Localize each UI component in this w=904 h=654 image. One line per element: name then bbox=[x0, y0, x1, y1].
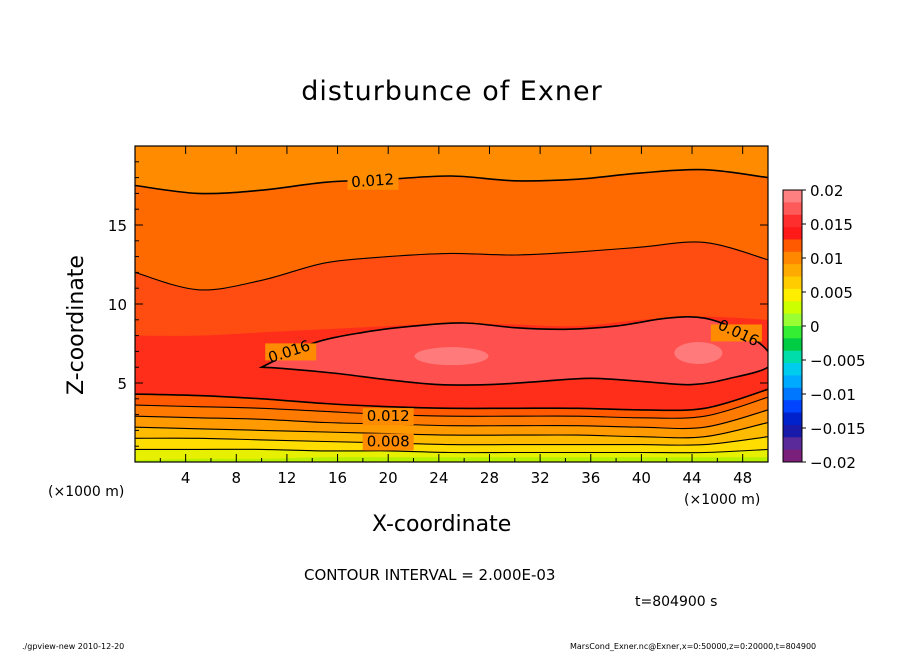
lower-band-fill-0 bbox=[135, 457, 768, 462]
x-unit-label-right: (×1000 m) bbox=[684, 492, 761, 508]
x-tick-label-24: 24 bbox=[429, 469, 448, 487]
contour-label-0008: 0.008 bbox=[367, 432, 410, 450]
max-region-right bbox=[674, 341, 723, 364]
x-tick-label-48: 48 bbox=[733, 469, 752, 487]
colorbar-label-4: 0 bbox=[810, 318, 820, 336]
contour-line-lower-1 bbox=[135, 448, 768, 454]
footer-left-text: ./gpview-new 2010-12-20 bbox=[22, 642, 125, 651]
chart-title: disturbunce of Exner bbox=[301, 76, 603, 107]
contour-line-lower-6 bbox=[135, 388, 768, 412]
contour-line-0014 bbox=[135, 241, 768, 291]
contour-label-0012-top: 0.012 bbox=[351, 170, 395, 191]
contour-line-lower-2 bbox=[135, 436, 768, 446]
colorbar-cell-8 bbox=[783, 288, 802, 302]
x-tick-label-32: 32 bbox=[531, 469, 550, 487]
contour-line-0012-upper bbox=[135, 168, 768, 195]
x-tick-label-8: 8 bbox=[232, 469, 242, 487]
colorbar-cell-10 bbox=[783, 313, 802, 327]
colorbar-label-8: −0.02 bbox=[810, 454, 856, 472]
colorbar-label-2: 0.01 bbox=[810, 250, 843, 268]
x-tick-label-16: 16 bbox=[328, 469, 347, 487]
colorbar-cell-15 bbox=[783, 375, 802, 389]
x-tick-label-40: 40 bbox=[632, 469, 651, 487]
colorbar-label-6: −0.01 bbox=[810, 386, 856, 404]
colorbar-cell-3 bbox=[783, 227, 802, 240]
colorbar-cell-12 bbox=[783, 338, 802, 352]
colorbar-cell-9 bbox=[783, 301, 802, 315]
x-unit-label-left: (×1000 m) bbox=[48, 484, 125, 500]
x-tick-label-4: 4 bbox=[181, 469, 191, 487]
max-region-left bbox=[414, 347, 489, 366]
colorbar-cell-19 bbox=[783, 424, 802, 438]
y-tick-label-10: 10 bbox=[108, 296, 127, 314]
y-tick-label-15: 15 bbox=[108, 217, 127, 235]
colorbar-cell-14 bbox=[783, 363, 802, 376]
contour-0016-core bbox=[258, 316, 768, 386]
colorbar-label-0: 0.02 bbox=[810, 182, 843, 200]
x-tick-label-12: 12 bbox=[277, 469, 296, 487]
x-axis-label: X-coordinate bbox=[372, 512, 512, 537]
time-stamp: t=804900 s bbox=[635, 594, 718, 610]
x-tick-label-44: 44 bbox=[682, 469, 701, 487]
colorbar-cell-20 bbox=[783, 437, 802, 451]
contour-label-0016-right-bg bbox=[710, 324, 762, 342]
colorbar-cell-7 bbox=[783, 276, 802, 290]
x-tick-label-36: 36 bbox=[581, 469, 600, 487]
colorbar-cell-0 bbox=[783, 190, 802, 203]
colorbar-cell-11 bbox=[783, 326, 802, 339]
colorbar-label-3: 0.005 bbox=[810, 284, 853, 302]
contour-label-0008-bg bbox=[362, 433, 414, 451]
y-tick-label-5: 5 bbox=[117, 375, 127, 393]
colorbar-cell-6 bbox=[783, 264, 802, 278]
contour-interval-text: CONTOUR INTERVAL = 2.000E-03 bbox=[304, 566, 556, 584]
x-tick-label-20: 20 bbox=[379, 469, 398, 487]
contour-line-lower-3 bbox=[135, 421, 768, 439]
colorbar-cell-13 bbox=[783, 350, 802, 364]
contour-label-0012-lower-bg bbox=[362, 408, 414, 426]
colorbar-cell-1 bbox=[783, 202, 802, 216]
colorbar-cell-5 bbox=[783, 251, 802, 265]
colorbar-label-7: −0.015 bbox=[810, 420, 866, 438]
plot-fill-group bbox=[135, 146, 768, 462]
colorbar-cell-18 bbox=[783, 412, 802, 426]
contour-label-0012-lower: 0.012 bbox=[367, 407, 410, 425]
contour-line-lower-4 bbox=[135, 409, 768, 430]
contour-label-0016-left-bg bbox=[265, 343, 317, 361]
colorbar-cell-21 bbox=[783, 449, 802, 463]
colorbar-cell-2 bbox=[783, 214, 802, 228]
colorbar-cell-17 bbox=[783, 400, 802, 414]
colorbar-cell-4 bbox=[783, 239, 802, 253]
x-tick-label-28: 28 bbox=[480, 469, 499, 487]
contour-line-lower-5 bbox=[135, 396, 768, 419]
colorbar-label-1: 0.015 bbox=[810, 216, 853, 234]
contour-label-0012-top-bg bbox=[347, 172, 399, 190]
colorbar-label-5: −0.005 bbox=[810, 352, 866, 370]
colorbar-cell-16 bbox=[783, 387, 802, 401]
footer-right-text: MarsCond_Exner.nc@Exner,x=0:50000,z=0:20… bbox=[570, 642, 817, 651]
